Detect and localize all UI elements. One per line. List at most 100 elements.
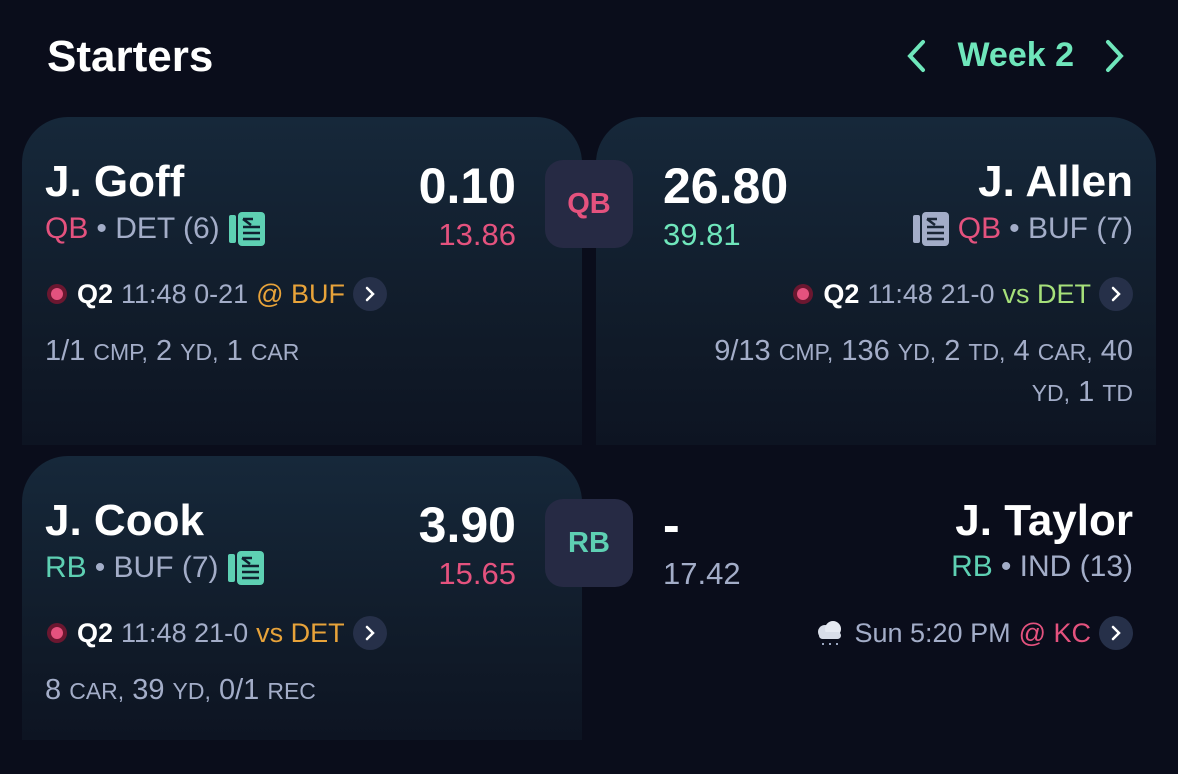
opponent: @ BUF <box>256 278 346 309</box>
period: Q2 <box>77 617 114 648</box>
stat: 136 YD, <box>841 335 936 367</box>
points: 26.80 <box>663 158 789 214</box>
player-name: J. Allen <box>978 157 1133 206</box>
period: Q2 <box>823 278 860 309</box>
game-line: Sun 5:20 PM @ KC <box>814 616 1133 650</box>
player-name: J. Goff <box>45 157 185 206</box>
stat-value: 0/1 <box>218 674 260 706</box>
live-dot <box>45 621 69 645</box>
game-detail-button[interactable] <box>1099 616 1133 650</box>
stat: 1 TD <box>1078 376 1133 408</box>
game-time: Sun 5:20 PM <box>854 617 1011 648</box>
player-name: J. Cook <box>45 496 204 545</box>
stat: 9/13 CMP, <box>714 335 833 367</box>
stat-value: 1 <box>226 335 243 367</box>
game-detail-button[interactable] <box>352 616 387 650</box>
position-line: QB • BUF (7) <box>912 211 1133 247</box>
stat: 2 TD, <box>944 335 1005 367</box>
stat-unit: YD, <box>172 678 211 704</box>
stat-unit: TD <box>1102 380 1133 406</box>
weather-icon <box>814 618 846 648</box>
title: Starters <box>47 32 214 81</box>
stat-value: 8 <box>45 674 62 706</box>
stat-unit: CAR <box>250 339 300 365</box>
week-nav: Week 2 <box>905 36 1126 75</box>
live-dot <box>791 282 815 306</box>
stat-line: 1/1 CMP, 2 YD, 1 CAR <box>45 331 505 372</box>
live-dot <box>45 282 69 306</box>
position-line: QB • DET (6) <box>45 211 266 247</box>
stat: 40 YD, <box>1032 335 1133 408</box>
game-status: 11:48 21-0 <box>867 278 995 309</box>
next-week[interactable] <box>1104 38 1126 74</box>
player-card: J. Cook 3.90 15.65 RB • BUF (7) Q2 11:48 21-0 v… <box>22 456 582 740</box>
stat-value: 2 <box>944 335 961 367</box>
game-detail-button[interactable] <box>1099 277 1133 311</box>
stat-line: 9/13 CMP, 136 YD, 2 TD, 4 CAR, 40 YD, 1 … <box>673 331 1133 413</box>
stat-value: 40 <box>1100 335 1133 367</box>
position: QB <box>957 212 1002 245</box>
game-status: 11:48 21-0 <box>121 617 249 648</box>
projected: 39.81 <box>663 217 741 252</box>
position-line: RB • BUF (7) <box>45 550 265 586</box>
news-icon <box>227 550 265 586</box>
team: • DET (6) <box>96 212 220 245</box>
stat-unit: REC <box>267 678 316 704</box>
projected: 15.65 <box>438 556 516 591</box>
position: RB <box>45 551 87 584</box>
points: - <box>663 497 680 553</box>
stat-unit: TD, <box>968 339 1006 365</box>
points: 0.10 <box>418 158 516 214</box>
stat-value: 39 <box>132 674 165 706</box>
news-icon <box>912 211 950 247</box>
stat-unit: CMP, <box>778 339 834 365</box>
stat-unit: YD, <box>1031 380 1071 406</box>
game-line: Q2 11:48 21-0 vs DET <box>45 616 387 650</box>
player-card: J. Allen 26.80 39.81 QB • BUF (7) Q2 11:48 21-… <box>596 117 1156 445</box>
position: QB <box>45 212 89 245</box>
game-detail-button[interactable] <box>353 277 388 311</box>
team: • BUF (7) <box>1009 212 1133 245</box>
player-card: J. Taylor -17.42 RB • IND (13) Sun 5:20 PM @ … <box>596 456 1156 740</box>
news-icon <box>228 211 266 247</box>
position-badge: RB <box>545 499 633 587</box>
stat-unit: YD, <box>180 339 219 365</box>
stat: 4 CAR, <box>1014 335 1093 367</box>
game-line: Q2 11:48 21-0 vs DET <box>791 277 1133 311</box>
position-badge: QB <box>545 160 633 248</box>
team: • IND (13) <box>1000 550 1133 583</box>
projected: 17.42 <box>663 556 741 591</box>
stat-value: 1 <box>1078 376 1095 408</box>
stat-unit: CAR, <box>69 678 125 704</box>
stat-value: 1/1 <box>45 335 86 367</box>
stat-value: 4 <box>1013 335 1030 367</box>
prev-week[interactable] <box>905 38 927 74</box>
team: • BUF (7) <box>94 551 219 584</box>
stat: 1 CAR <box>227 335 300 367</box>
position-line: RB • IND (13) <box>951 550 1133 584</box>
points: 3.90 <box>418 497 516 553</box>
week-label: Week 2 <box>957 36 1074 74</box>
stat: 1/1 CMP, <box>45 335 148 367</box>
stat: 8 CAR, <box>45 674 124 706</box>
opponent: @ KC <box>1018 617 1091 648</box>
stat-value: 9/13 <box>714 335 771 367</box>
stat: 39 YD, <box>132 674 211 706</box>
player-card: J. Goff 0.10 13.86 QB • DET (6) Q2 11:48 0-21 @… <box>22 117 582 445</box>
stat-unit: CMP, <box>93 339 148 365</box>
stat: 2 YD, <box>156 335 219 367</box>
stat-value: 2 <box>156 335 173 367</box>
game-line: Q2 11:48 0-21 @ BUF <box>45 277 388 311</box>
stat-unit: YD, <box>897 339 937 365</box>
projected: 13.86 <box>438 217 516 252</box>
period: Q2 <box>77 278 114 309</box>
stat-value: 136 <box>841 335 890 367</box>
game-status: 11:48 0-21 <box>121 278 249 309</box>
position: RB <box>951 550 993 583</box>
opponent: vs DET <box>1002 278 1091 309</box>
player-name: J. Taylor <box>955 496 1133 545</box>
stat-line: 8 CAR, 39 YD, 0/1 REC <box>45 670 505 711</box>
stat: 0/1 REC <box>219 674 316 706</box>
stat-unit: CAR, <box>1037 339 1093 365</box>
